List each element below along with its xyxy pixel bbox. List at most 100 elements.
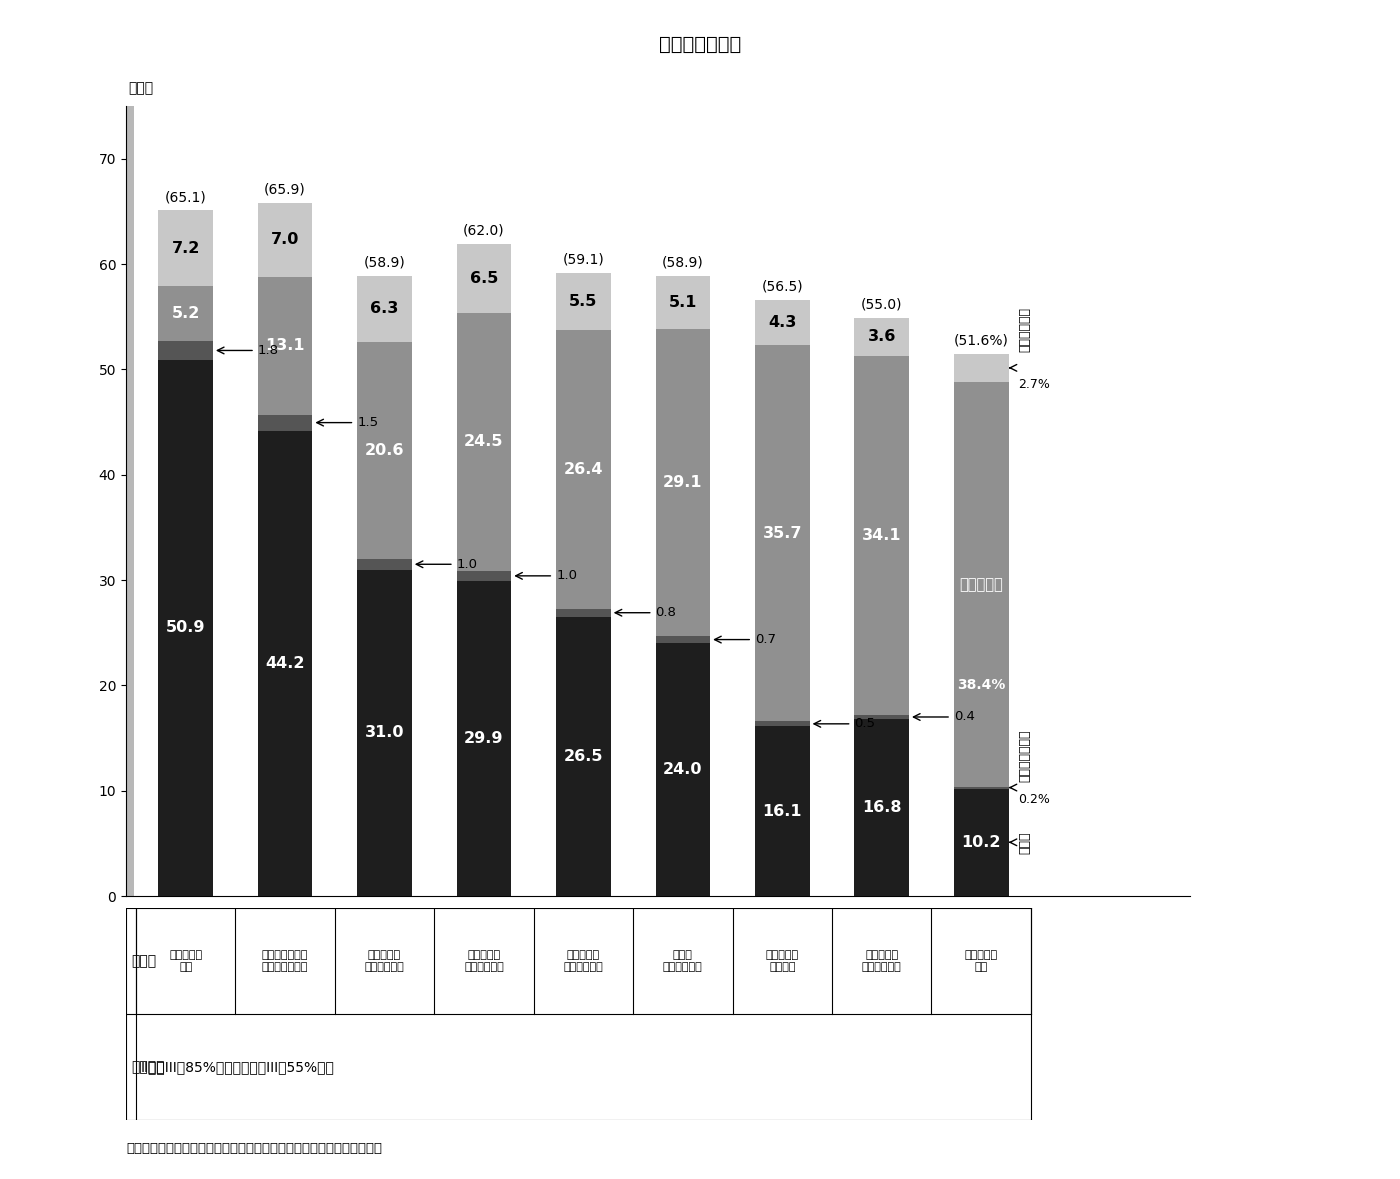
Bar — [755, 726, 809, 896]
Text: 1.5: 1.5 — [316, 416, 378, 429]
Bar — [556, 330, 610, 608]
Bar — [357, 569, 412, 896]
Bar — [456, 571, 511, 581]
Text: (59.1): (59.1) — [563, 252, 605, 266]
Text: 6.5: 6.5 — [470, 271, 498, 285]
Text: (65.9): (65.9) — [265, 183, 307, 197]
Text: 3.6: 3.6 — [868, 329, 896, 344]
Bar — [854, 714, 909, 719]
Text: 16.8: 16.8 — [862, 801, 902, 815]
Bar — [655, 644, 710, 896]
Text: 1.8: 1.8 — [217, 344, 279, 357]
Text: 44.2: 44.2 — [266, 656, 305, 671]
Bar — [755, 345, 809, 722]
Text: 7.2: 7.2 — [171, 241, 200, 256]
Bar — [854, 318, 909, 356]
Text: 24.5: 24.5 — [465, 434, 504, 449]
Bar — [556, 617, 610, 896]
Text: （％）: （％） — [127, 81, 153, 95]
Text: (65.1): (65.1) — [165, 190, 207, 204]
Bar — [258, 430, 312, 896]
Bar — [755, 722, 809, 726]
Text: 5.5: 5.5 — [570, 294, 598, 309]
Text: 13.1: 13.1 — [266, 338, 305, 354]
Bar — [258, 203, 312, 277]
Bar — [456, 581, 511, 896]
Text: ２万３千人
～２万８千人: ２万３千人 ～２万８千人 — [364, 950, 405, 971]
Bar — [953, 786, 1008, 789]
Bar — [953, 789, 1008, 896]
Text: 50.9: 50.9 — [167, 620, 206, 635]
Bar — [953, 354, 1008, 382]
Bar — [357, 342, 412, 559]
Bar — [158, 210, 213, 286]
Bar — [258, 415, 312, 430]
Bar — [158, 360, 213, 896]
Bar — [655, 635, 710, 644]
Text: 4.3: 4.3 — [769, 315, 797, 330]
Text: １万８千人
～２万３千人: １万８千人 ～２万３千人 — [465, 950, 504, 971]
Text: 0.7: 0.7 — [714, 633, 776, 646]
Text: １万３千人
～１万８千人: １万３千人 ～１万８千人 — [564, 950, 603, 971]
Bar — [854, 356, 909, 714]
Text: 6.3: 6.3 — [371, 302, 399, 316]
Text: 29.9: 29.9 — [465, 731, 504, 746]
Text: 0.8: 0.8 — [615, 606, 676, 619]
Bar — [357, 276, 412, 342]
Bar — [357, 559, 412, 569]
Text: II次、III次85%以上のうち、III次55%未満: II次、III次85%以上のうち、III次55%未満 — [141, 1060, 335, 1074]
Text: 34.1: 34.1 — [862, 528, 902, 542]
Bar — [158, 286, 213, 341]
Text: 16.1: 16.1 — [763, 804, 802, 818]
Text: 2.7%: 2.7% — [1018, 378, 1050, 391]
Text: （注）　（　）内の数値は、歳入総額に対する一般財源の割合である。: （注） （ ）内の数値は、歳入総額に対する一般財源の割合である。 — [126, 1142, 382, 1155]
Text: 1.0: 1.0 — [515, 569, 577, 582]
Bar — [556, 272, 610, 330]
Bar — [953, 382, 1008, 786]
Bar — [158, 341, 213, 360]
Text: ２万８千人以上
３万５千人未満: ２万８千人以上 ３万５千人未満 — [262, 950, 308, 971]
Bar — [655, 329, 710, 635]
Text: ３万５千人
以上: ３万５千人 以上 — [169, 950, 202, 971]
Text: 産業構造: 産業構造 — [132, 1060, 164, 1074]
Text: 31.0: 31.0 — [365, 725, 405, 740]
Text: 5.2: 5.2 — [171, 307, 200, 321]
Text: (56.5): (56.5) — [762, 279, 804, 294]
Text: 5.1: 5.1 — [669, 295, 697, 310]
Bar — [556, 608, 610, 617]
Text: (62.0): (62.0) — [463, 224, 505, 238]
Text: 26.4: 26.4 — [564, 462, 603, 477]
Bar — [258, 277, 312, 415]
Text: ８千人
～１万３千人: ８千人 ～１万３千人 — [664, 950, 703, 971]
Text: 0.4: 0.4 — [913, 711, 974, 724]
Text: ３千５百人
未満: ３千５百人 未満 — [965, 950, 998, 971]
Text: 1.0: 1.0 — [416, 558, 477, 571]
Text: 地方交付税: 地方交付税 — [959, 577, 1002, 592]
Text: (55.0): (55.0) — [861, 297, 903, 311]
Text: 20.6: 20.6 — [365, 443, 405, 457]
Text: 人　口: 人 口 — [132, 954, 155, 968]
Text: (58.9): (58.9) — [662, 256, 704, 269]
Bar — [122, 106, 134, 896]
Bar — [655, 276, 710, 329]
Text: 0.5: 0.5 — [813, 717, 875, 730]
Bar — [456, 312, 511, 571]
Text: 29.1: 29.1 — [664, 475, 703, 490]
Text: (58.9): (58.9) — [364, 256, 406, 269]
Text: 7.0: 7.0 — [272, 232, 300, 248]
Text: ５千５百人
～８千人: ５千５百人 ～８千人 — [766, 950, 799, 971]
Text: その３　町　村: その３ 町 村 — [659, 35, 741, 54]
Bar — [755, 299, 809, 345]
Text: ３千５百人
～５千５百人: ３千５百人 ～５千５百人 — [862, 950, 902, 971]
Text: 35.7: 35.7 — [763, 526, 802, 541]
Text: 10.2: 10.2 — [962, 835, 1001, 850]
Text: (51.6%): (51.6%) — [953, 334, 1008, 348]
Bar — [456, 244, 511, 312]
Text: 38.4%: 38.4% — [958, 678, 1005, 692]
Text: 0.2%: 0.2% — [1018, 792, 1050, 805]
Text: 24.0: 24.0 — [664, 762, 703, 777]
Text: 地方特例交付金: 地方特例交付金 — [1018, 730, 1032, 783]
Bar — [854, 719, 909, 896]
Text: 地方税: 地方税 — [1018, 831, 1032, 854]
Text: 26.5: 26.5 — [564, 749, 603, 764]
